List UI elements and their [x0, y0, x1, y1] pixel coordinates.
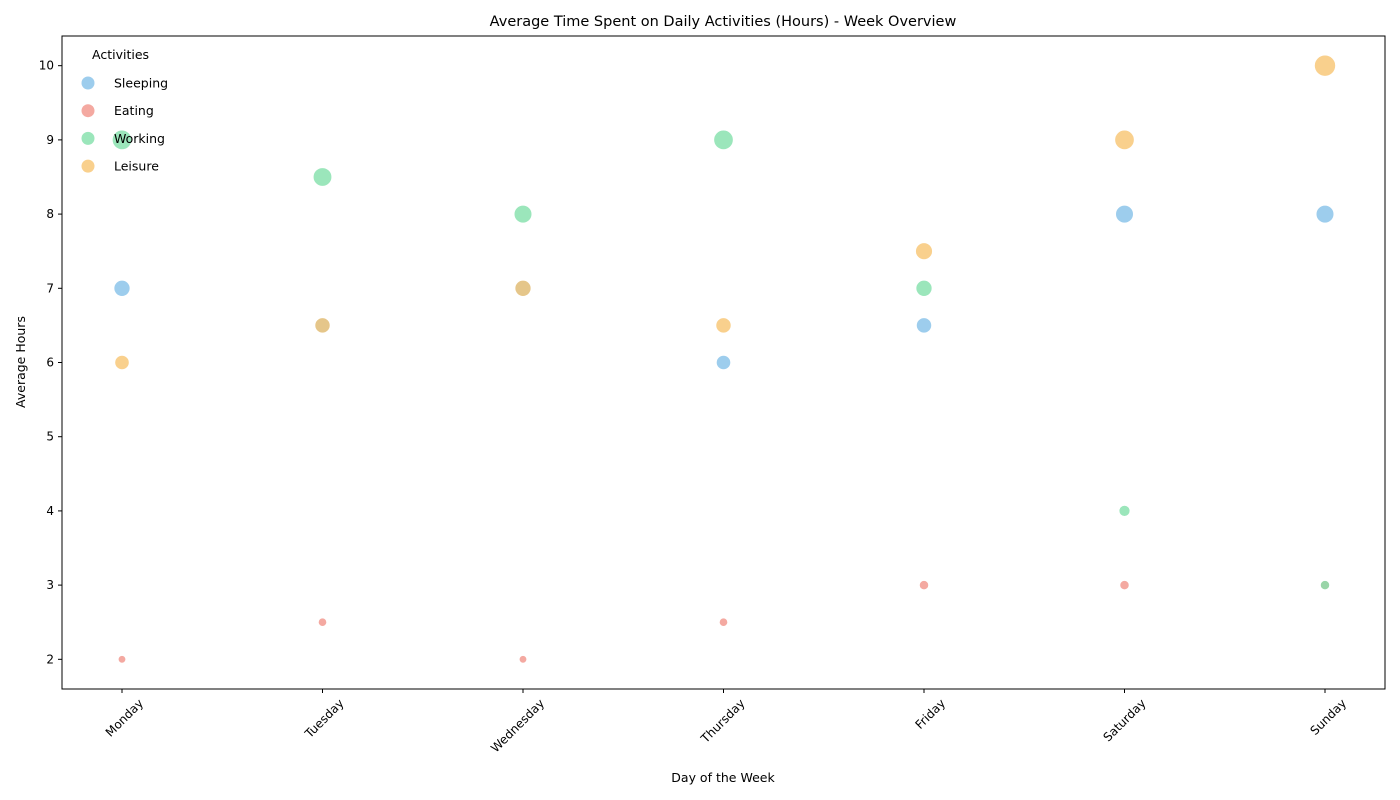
y-tick-label: 8 — [46, 207, 54, 221]
x-tick-label: Sunday — [1307, 696, 1349, 738]
plot-points — [111, 54, 1337, 664]
y-tick-label: 5 — [46, 430, 54, 444]
legend-marker-leisure — [81, 159, 95, 173]
point-working-monday — [111, 129, 133, 151]
point-eating-saturday — [1119, 579, 1130, 591]
y-tick-label: 10 — [39, 59, 54, 73]
legend-marker-eating — [81, 104, 95, 118]
point-eating-friday — [918, 579, 930, 591]
x-axis: Monday Tuesday Wednesday Thursday Friday Satu… — [103, 689, 1349, 755]
point-working-wednesday — [513, 204, 533, 224]
point-sleeping-monday — [113, 279, 131, 297]
x-tick-label: Friday — [913, 696, 949, 732]
point-leisure-saturday — [1114, 129, 1135, 151]
y-tick-label: 6 — [46, 356, 54, 370]
point-working-sunday — [1319, 579, 1331, 591]
point-working-thursday — [713, 129, 734, 151]
x-axis-label: Day of the Week — [671, 770, 775, 785]
legend-marker-sleeping — [81, 76, 95, 90]
x-tick-label: Saturday — [1100, 696, 1148, 744]
point-working-friday — [915, 279, 933, 297]
point-sleeping-sunday — [1315, 204, 1335, 224]
x-tick-label: Tuesday — [301, 696, 346, 741]
point-leisure-friday — [914, 242, 934, 261]
y-tick-label: 2 — [46, 652, 54, 666]
point-leisure-thursday — [715, 317, 732, 334]
point-sleeping-friday — [915, 317, 933, 334]
y-axis: 2 3 4 5 6 7 8 9 10 — [39, 59, 62, 666]
point-leisure-tuesday — [314, 317, 331, 334]
y-axis-label: Average Hours — [13, 316, 28, 408]
y-tick-label: 9 — [46, 133, 54, 147]
legend-label-working: Working — [114, 131, 165, 146]
chart-title: Average Time Spent on Daily Activities (… — [490, 14, 957, 30]
legend-label-leisure: Leisure — [114, 159, 159, 174]
point-leisure-monday — [114, 354, 130, 371]
point-leisure-wednesday — [514, 279, 532, 297]
legend-marker-working — [81, 131, 95, 145]
point-eating-tuesday — [317, 617, 328, 628]
legend-label-sleeping: Sleeping — [114, 76, 168, 91]
x-tick-label: Thursday — [698, 696, 748, 746]
point-working-tuesday — [312, 167, 333, 187]
y-tick-label: 4 — [46, 504, 54, 518]
y-tick-label: 3 — [46, 578, 54, 592]
y-tick-label: 7 — [46, 281, 54, 295]
point-sleeping-thursday — [715, 354, 732, 371]
point-eating-thursday — [718, 617, 729, 628]
legend: Activities Sleeping Eating Working Leisure — [81, 47, 168, 174]
legend-title: Activities — [92, 47, 149, 62]
point-sleeping-saturday — [1115, 204, 1134, 224]
point-eating-monday — [117, 654, 127, 664]
point-eating-wednesday — [518, 654, 528, 664]
point-leisure-sunday — [1313, 54, 1337, 77]
point-working-saturday — [1118, 504, 1131, 518]
x-tick-label: Wednesday — [488, 696, 547, 755]
legend-label-eating: Eating — [114, 103, 154, 118]
x-tick-label: Monday — [103, 696, 146, 739]
